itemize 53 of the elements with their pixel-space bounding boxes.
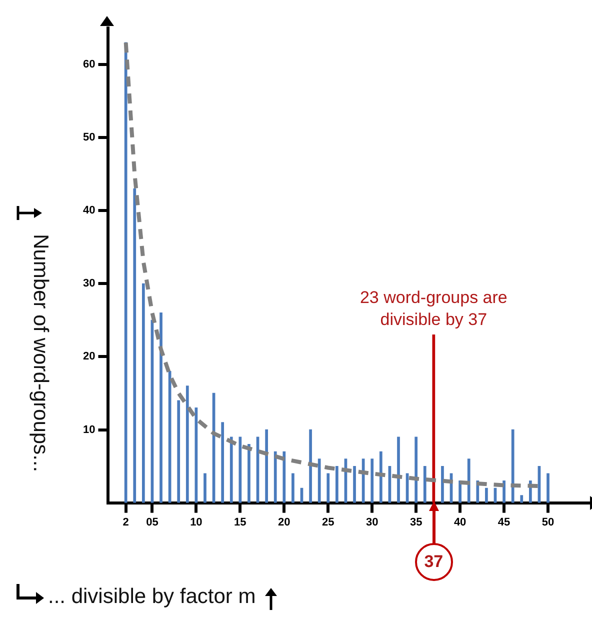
x-tick-label: 50	[542, 516, 554, 528]
bar	[397, 436, 400, 503]
y-tick-label: 50	[82, 132, 96, 144]
annotation: 37	[414, 542, 453, 581]
bar	[248, 444, 250, 503]
bar	[186, 386, 189, 503]
bar	[502, 480, 506, 503]
x-tick-label: 2	[122, 516, 129, 528]
x-tick-label: 15	[234, 516, 246, 528]
bar	[318, 458, 321, 503]
x-axis-title: ... divisible by factor m	[48, 585, 256, 609]
bar	[160, 312, 162, 503]
x-tick-label: 30	[366, 516, 378, 528]
x-tick-label: 05	[146, 516, 158, 528]
bar	[458, 480, 462, 503]
y-tick-label: 10	[82, 424, 96, 436]
y-tick-label: 60	[82, 58, 96, 71]
bar	[230, 436, 233, 503]
x-tick-label: 25	[322, 516, 334, 528]
bar	[467, 458, 470, 503]
bar	[221, 422, 224, 503]
bar	[142, 283, 145, 503]
bar	[282, 451, 286, 503]
x-tick-label: 35	[410, 516, 422, 528]
y-axis-title: Number of word-groups...	[28, 234, 52, 472]
bar	[520, 495, 524, 503]
annotation: 23 word-groups are divisible by 37	[358, 286, 508, 331]
bar	[292, 473, 294, 503]
bar	[335, 466, 338, 503]
x-tick-label: 40	[454, 516, 466, 528]
bar	[511, 429, 514, 503]
bar	[546, 473, 550, 503]
bar	[379, 451, 382, 503]
bar	[370, 458, 374, 503]
bar	[274, 451, 277, 503]
bar	[265, 429, 268, 503]
bar	[441, 466, 444, 503]
x-tick-label: 45	[498, 516, 510, 528]
bar	[133, 188, 136, 503]
bar	[204, 473, 206, 503]
bar	[414, 436, 418, 503]
bar	[309, 429, 312, 503]
bar	[177, 400, 180, 503]
bar	[485, 488, 488, 503]
bar	[423, 466, 426, 503]
x-tick-label: 20	[278, 516, 290, 528]
bar	[326, 473, 330, 503]
x-tick-label: 10	[190, 516, 202, 528]
y-tick-label: 30	[82, 278, 96, 290]
bar	[238, 436, 242, 503]
y-tick-label: 40	[82, 204, 96, 217]
bar	[353, 466, 356, 503]
y-tick-label: 20	[82, 350, 96, 363]
